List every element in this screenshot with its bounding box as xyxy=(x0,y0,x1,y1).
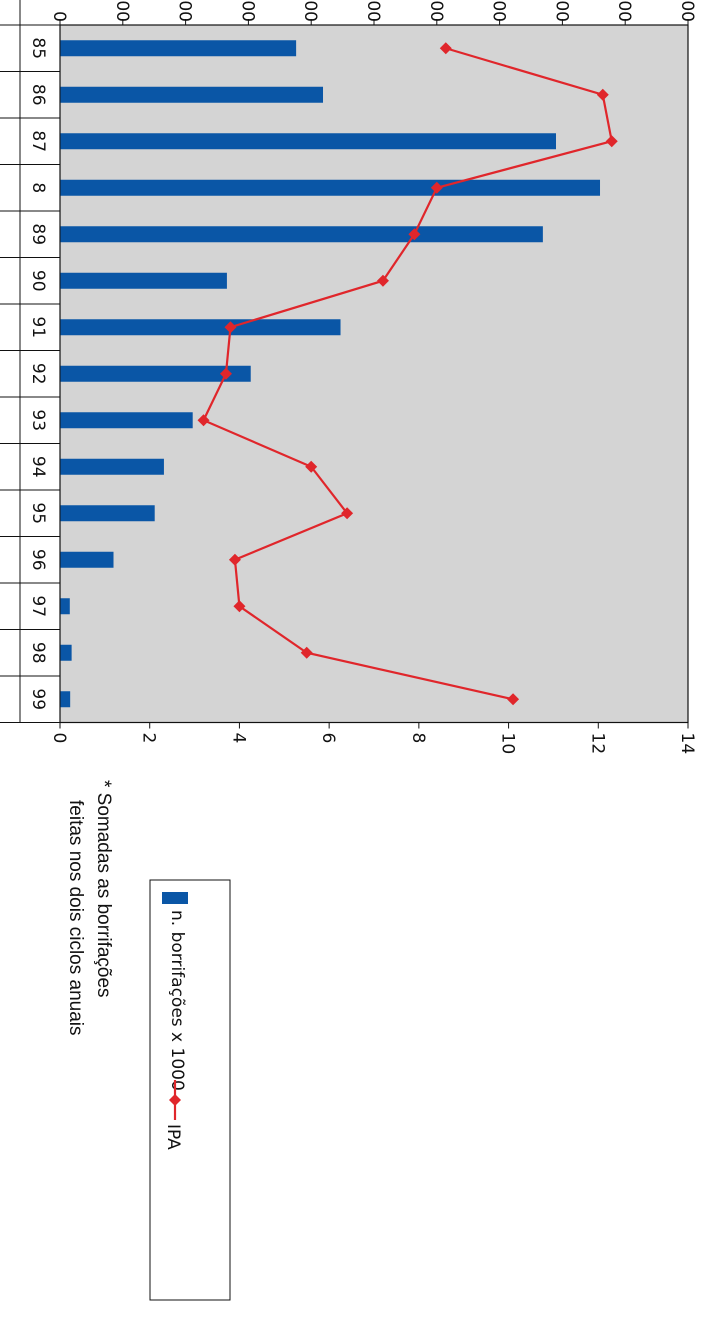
ipa-point xyxy=(228,553,241,566)
category-label: 8 xyxy=(28,182,48,193)
category-label: 91 xyxy=(28,316,48,338)
ipa-point xyxy=(341,507,354,520)
left-tick-label: 700 xyxy=(489,0,509,22)
left-tick-label: 600 xyxy=(426,0,446,22)
bar-series xyxy=(59,40,601,708)
category-label: 94 xyxy=(28,456,48,478)
right-tick-label: 14 xyxy=(677,733,697,755)
bar xyxy=(60,272,227,289)
legend-line-marker xyxy=(169,1094,181,1106)
category-label: 87 xyxy=(28,130,48,152)
category-label: 95 xyxy=(28,502,48,524)
ipa-point xyxy=(439,42,452,55)
ipa-point xyxy=(197,414,210,427)
bar xyxy=(60,226,543,243)
left-y-axis: 0 100 200 300 400 500 600 700 800 900 1000 xyxy=(49,0,697,25)
bar xyxy=(60,598,70,615)
left-tick-label: 0 xyxy=(49,11,69,22)
footnote-line-2: feitas nos dois ciclos anuais xyxy=(65,800,86,1036)
category-label: 90 xyxy=(28,270,48,292)
left-tick-label: 500 xyxy=(363,0,383,22)
category-label: 93 xyxy=(28,409,48,431)
bar xyxy=(60,412,193,429)
category-label: 96 xyxy=(28,549,48,571)
category-label: 98 xyxy=(28,642,48,664)
ipa-point xyxy=(430,181,443,194)
bar xyxy=(59,691,71,708)
right-tick-label: 2 xyxy=(139,733,159,744)
right-tick-label: 12 xyxy=(587,733,607,755)
category-label: 99 xyxy=(28,688,48,710)
left-tick-label: 100 xyxy=(112,0,132,22)
data-table: 85376,08,686418,812,187789,812,38859,98,… xyxy=(0,0,61,723)
bar xyxy=(59,179,601,196)
line-series xyxy=(197,42,618,706)
legend-line-label: IPA xyxy=(163,1124,183,1150)
ipa-point xyxy=(233,600,246,613)
category-label: 92 xyxy=(28,363,48,385)
right-tick-label: 6 xyxy=(318,733,338,744)
ipa-point xyxy=(376,274,389,287)
footnote: * Somadas as borrifações feitas nos dois … xyxy=(65,780,114,1036)
right-y-axis: 0 2 4 6 8 10 12 14 xyxy=(49,722,697,755)
left-tick-label: 400 xyxy=(300,0,320,22)
category-label: 85 xyxy=(28,37,48,59)
bar xyxy=(60,319,341,336)
ipa-point xyxy=(305,460,318,473)
legend-box xyxy=(149,879,231,1301)
right-tick-label: 4 xyxy=(228,733,248,744)
legend-bar-label: n. borrifações x 1000 xyxy=(167,910,187,1091)
ipa-point xyxy=(300,646,313,659)
left-tick-label: 900 xyxy=(614,0,634,22)
ipa-point xyxy=(605,135,618,148)
bar xyxy=(60,133,556,150)
right-tick-label: 10 xyxy=(498,733,518,755)
ipa-point xyxy=(219,367,232,380)
ipa-point xyxy=(224,321,237,334)
right-tick-label: 0 xyxy=(49,733,69,744)
bar xyxy=(59,644,72,661)
bar xyxy=(60,365,251,382)
bar xyxy=(59,505,155,522)
right-tick-label: 8 xyxy=(408,733,428,744)
bar xyxy=(59,40,297,57)
legend: n. borrifações x 1000 IPA xyxy=(149,879,231,1301)
bar xyxy=(60,458,164,475)
chart-rotated-group: 0 100 200 300 400 500 600 700 800 900 1000 0 2 4 6 8 10… xyxy=(0,0,697,1301)
ipa-point xyxy=(408,228,421,241)
bar xyxy=(60,551,114,568)
legend-bar-swatch xyxy=(162,892,188,904)
left-tick-label: 200 xyxy=(175,0,195,22)
left-tick-label: 300 xyxy=(237,0,257,22)
left-tick-label: 800 xyxy=(551,0,571,22)
left-tick-label: 1000 xyxy=(677,0,697,22)
footnote-line-1: * Somadas as borrifações xyxy=(93,780,114,998)
bar xyxy=(60,86,324,103)
category-label: 97 xyxy=(28,595,48,617)
category-label: 86 xyxy=(28,84,48,106)
category-label: 89 xyxy=(28,223,48,245)
